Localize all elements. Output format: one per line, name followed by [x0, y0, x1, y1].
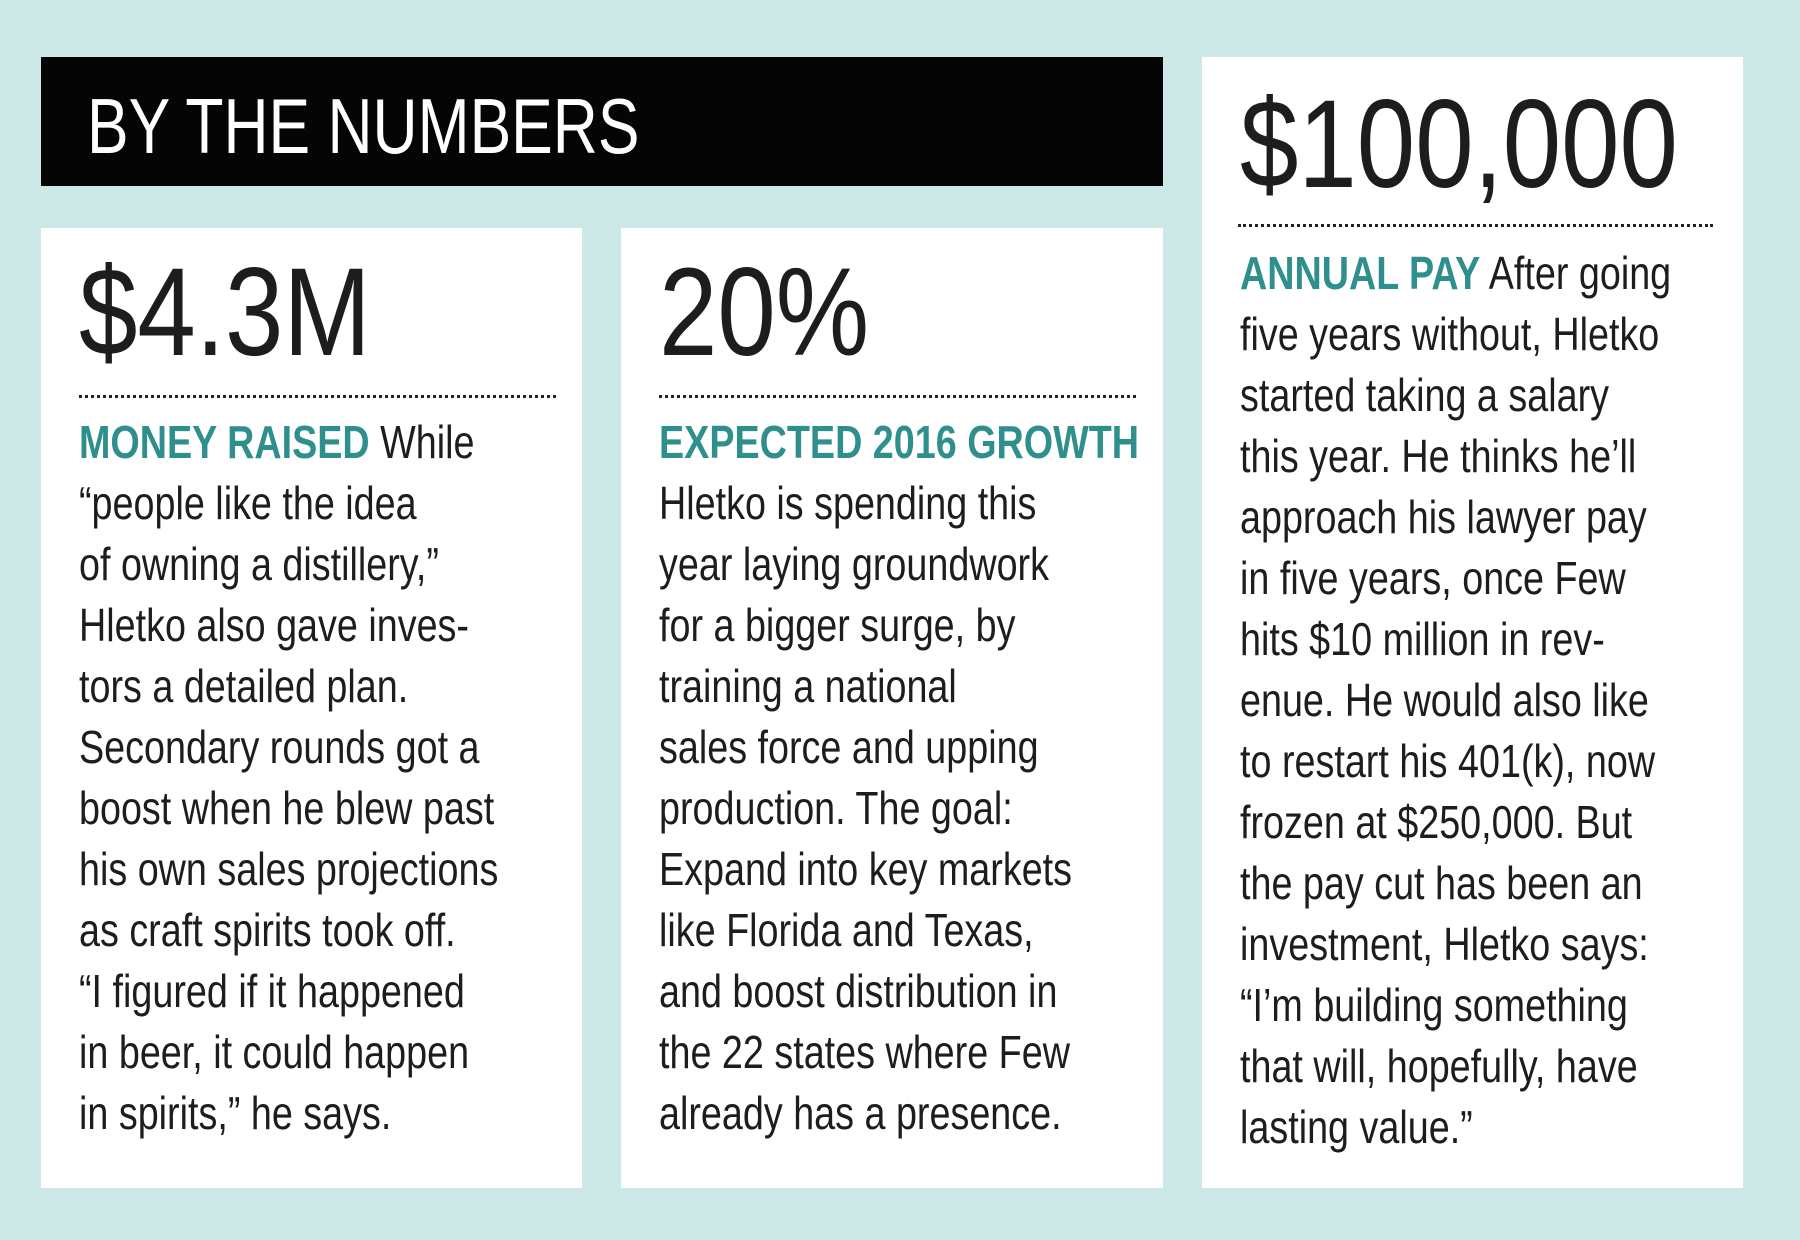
text-line: that will, hopefully, have — [1240, 1040, 1638, 1092]
card-expected-growth: 20% EXPECTED 2016 GROWTH Hletko is spendi… — [621, 228, 1163, 1188]
text-line: in five years, once Few — [1240, 552, 1626, 604]
dotted-divider — [1238, 224, 1713, 227]
text-line: like Florida and Texas, — [659, 904, 1034, 956]
stat-description: EXPECTED 2016 GROWTH Hletko is spending t… — [659, 412, 1139, 1144]
page-title: BY THE NUMBERS — [87, 82, 640, 170]
dotted-divider — [659, 395, 1136, 398]
text-line: five years without, Hletko — [1240, 308, 1660, 360]
stat-label: ANNUAL PAY — [1240, 247, 1481, 299]
first-line: EXPECTED 2016 GROWTH — [659, 412, 1139, 473]
stat-number: $100,000 — [1240, 75, 1678, 214]
text-line: approach his lawyer pay — [1240, 491, 1647, 543]
stat-description: MONEY RAISED While “people like the idea o… — [79, 412, 498, 1144]
text-line: the 22 states where Few — [659, 1026, 1070, 1078]
text-line: in spirits,” he says. — [79, 1087, 392, 1139]
text-line: Hletko is spending this — [659, 477, 1037, 529]
text-line: boost when he blew past — [79, 782, 495, 834]
first-line: MONEY RAISED While — [79, 412, 498, 473]
text-line: of owning a distillery,” — [79, 538, 439, 590]
text-line: Secondary rounds got a — [79, 721, 480, 773]
text-line: started taking a salary — [1240, 369, 1610, 421]
text-line: year laying groundwork — [659, 538, 1049, 590]
text-line: frozen at $250,000. But — [1240, 796, 1633, 848]
card-money-raised: $4.3M MONEY RAISED While “people like the… — [41, 228, 582, 1188]
text-line: already has a presence. — [659, 1087, 1062, 1139]
text-line: enue. He would also like — [1240, 674, 1649, 726]
text-line: for a bigger surge, by — [659, 599, 1016, 651]
text-line: in beer, it could happen — [79, 1026, 470, 1078]
stat-description: ANNUAL PAY After going five years without… — [1240, 243, 1671, 1158]
text-line: to restart his 401(k), now — [1240, 735, 1656, 787]
text-line: his own sales projections — [79, 843, 499, 895]
text-line: “I figured if it happened — [79, 965, 465, 1017]
text-line: production. The goal: — [659, 782, 1013, 834]
text-line: Expand into key markets — [659, 843, 1073, 895]
text-line: training a national — [659, 660, 957, 712]
text-line: sales force and upping — [659, 721, 1039, 773]
text-line: this year. He thinks he’ll — [1240, 430, 1637, 482]
text-line: “people like the idea — [79, 477, 417, 529]
header-bar: BY THE NUMBERS — [41, 57, 1163, 186]
text-line: as craft spirits took off. — [79, 904, 456, 956]
dotted-divider — [79, 395, 556, 398]
stat-number: 20% — [659, 243, 870, 382]
text-line: investment, Hletko says: — [1240, 918, 1649, 970]
text-line: and boost distribution in — [659, 965, 1058, 1017]
text-line: “I’m building something — [1240, 979, 1628, 1031]
text-line: tors a detailed plan. — [79, 660, 409, 712]
card-annual-pay: $100,000 ANNUAL PAY After going five year… — [1202, 57, 1743, 1188]
stat-label: EXPECTED 2016 GROWTH — [659, 416, 1139, 468]
text-line: lasting value.” — [1240, 1101, 1473, 1153]
stat-number: $4.3M — [79, 243, 371, 382]
first-line: ANNUAL PAY After going — [1240, 243, 1671, 304]
text-line: the pay cut has been an — [1240, 857, 1643, 909]
text-line: After going — [1480, 247, 1672, 299]
text-line: Hletko also gave inves- — [79, 599, 469, 651]
text-line: While — [369, 416, 475, 468]
stat-label: MONEY RAISED — [79, 416, 370, 468]
text-line: hits $10 million in rev- — [1240, 613, 1605, 665]
